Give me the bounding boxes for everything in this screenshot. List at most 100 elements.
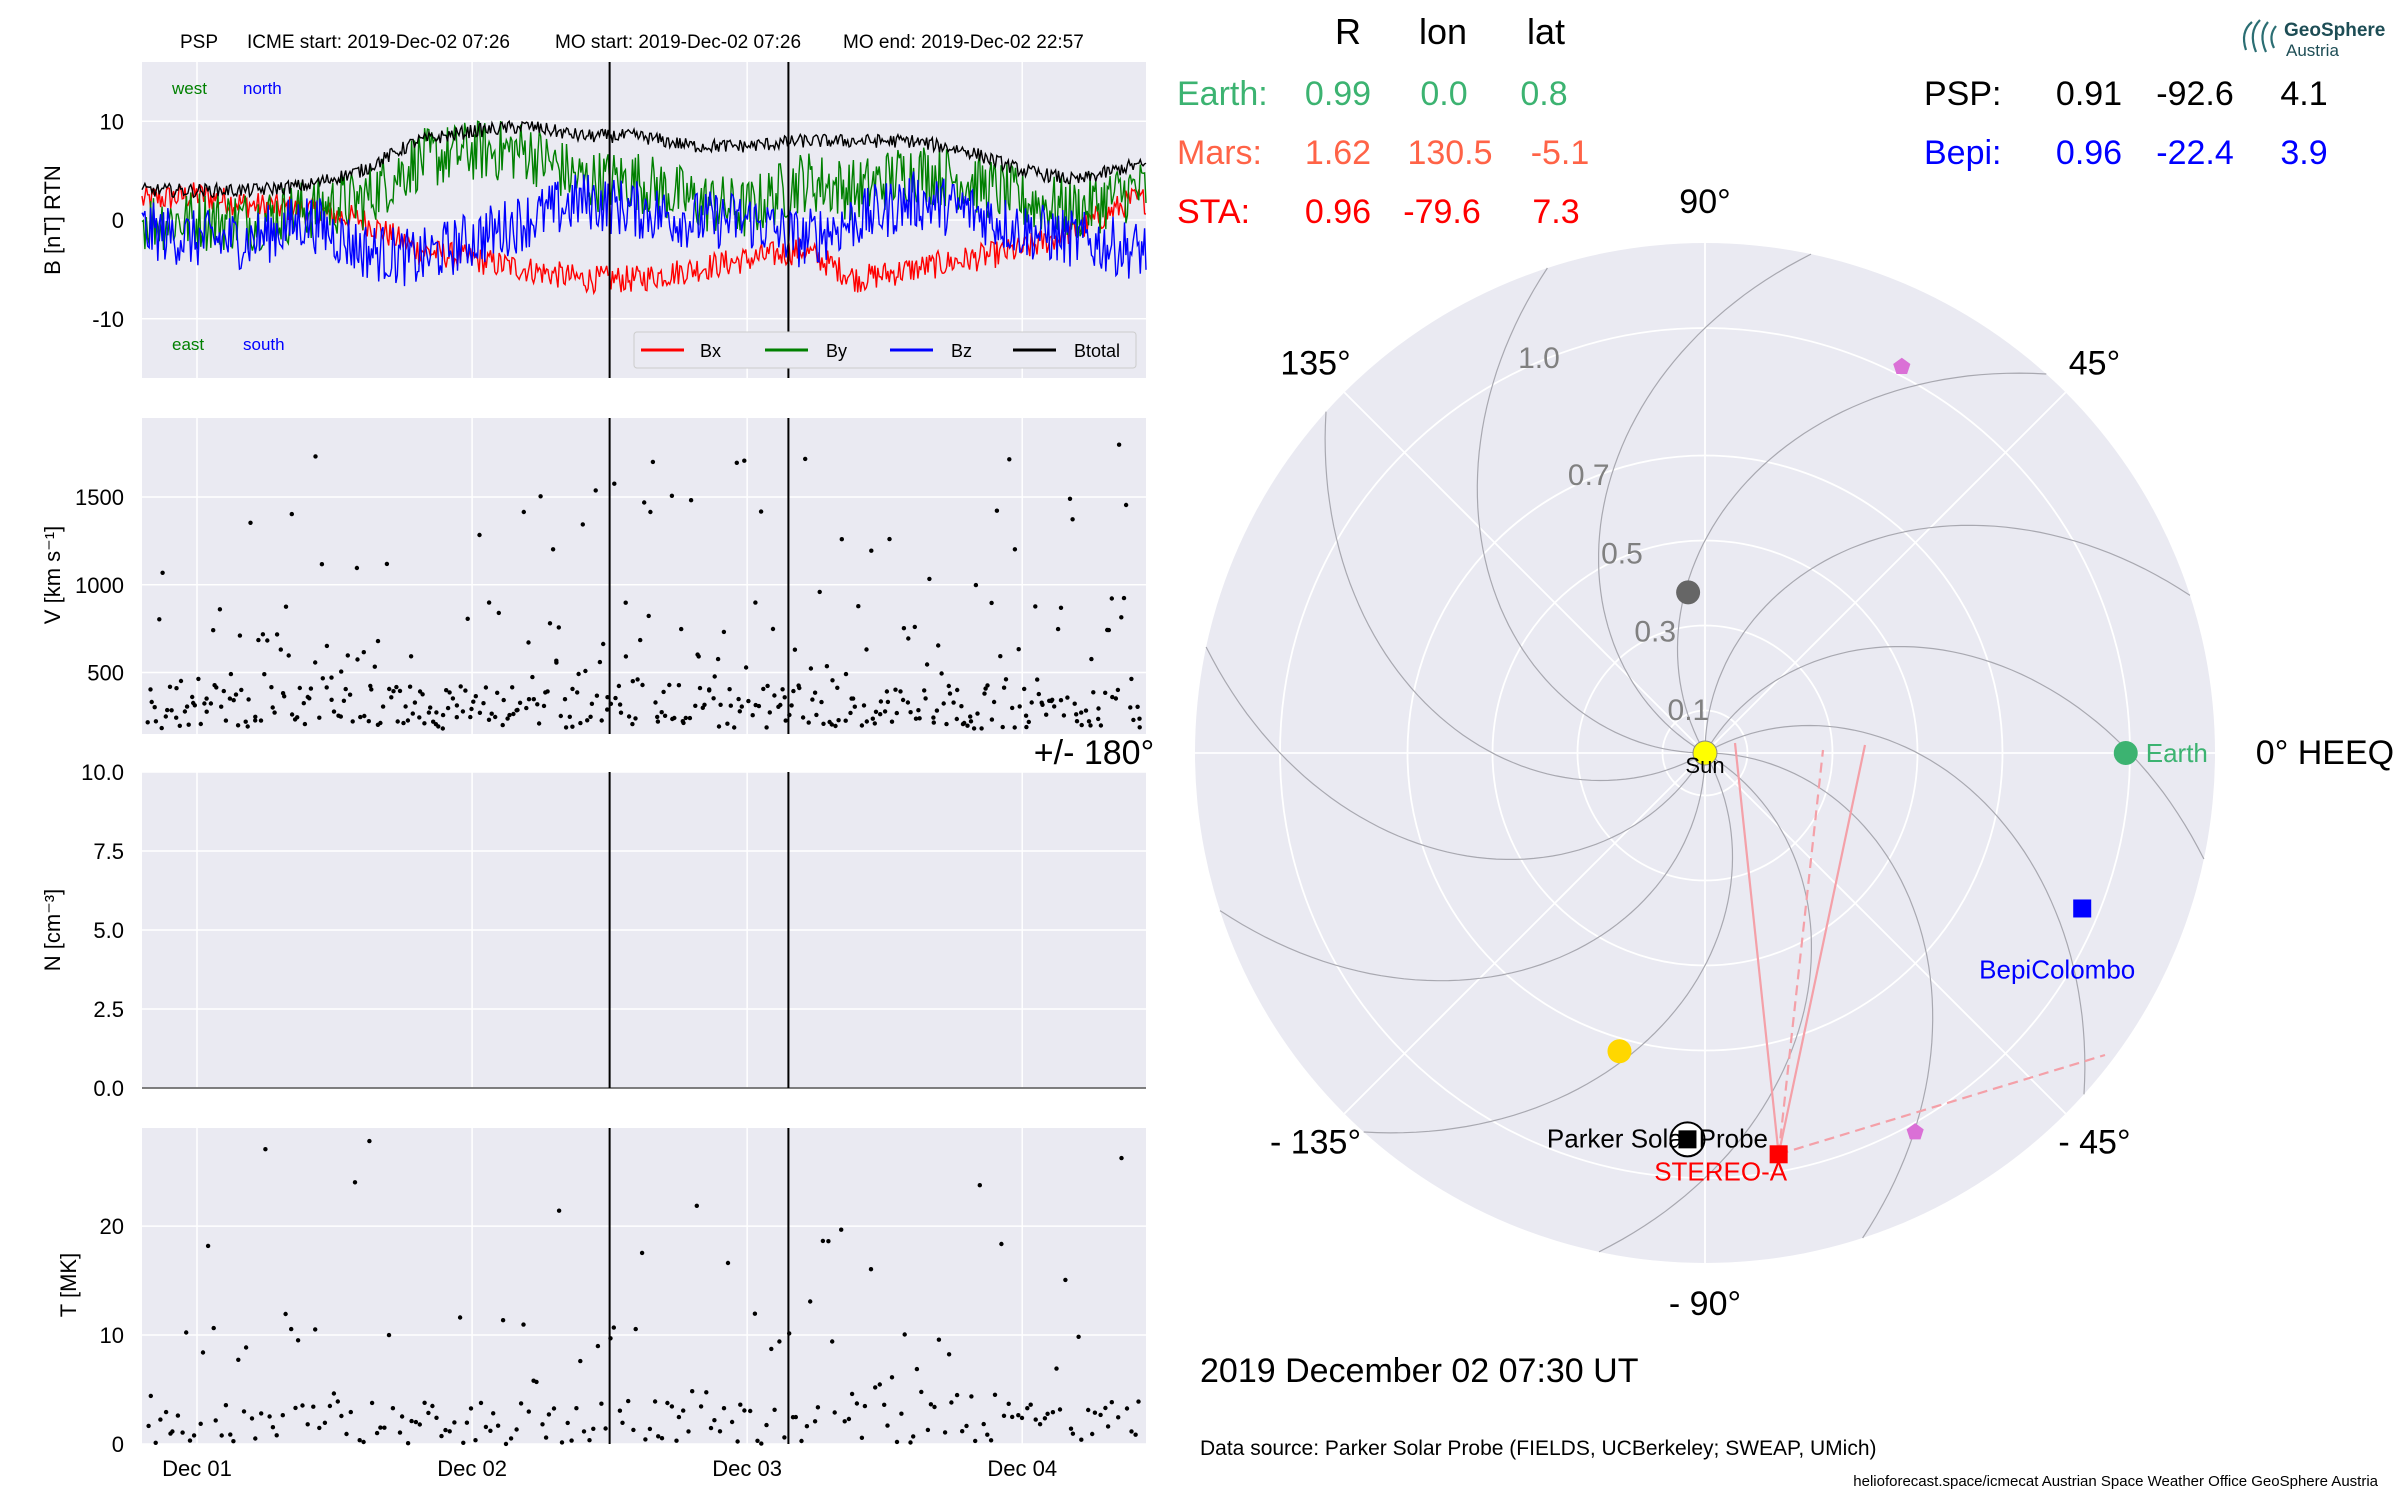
polar-marker-circle (1607, 1039, 1632, 1064)
temperature-point (764, 1422, 769, 1428)
speed-point (343, 686, 348, 692)
speed-point (780, 687, 785, 692)
speed-point (231, 698, 236, 703)
temperature-point (461, 1440, 466, 1446)
speed-point (1036, 691, 1042, 697)
speed-point (597, 659, 603, 665)
temperature-point (868, 1267, 874, 1272)
temperature-point (1098, 1412, 1103, 1418)
speed-point (1040, 702, 1045, 707)
speed-point (301, 701, 306, 706)
speed-point (767, 710, 772, 715)
speed-point (469, 706, 474, 712)
speed-point (746, 698, 751, 704)
speed-point (223, 718, 229, 723)
table-row-earth: Earth: 0.99 0.0 0.8 (1177, 75, 1568, 113)
speed-point (653, 700, 658, 705)
speed-point (676, 683, 682, 688)
temperature-point (681, 1408, 686, 1413)
speed-point (253, 714, 258, 719)
speed-point (772, 693, 777, 698)
temperature-point (559, 1440, 565, 1445)
x-tick-label: Dec 04 (987, 1456, 1057, 1481)
temperature-point (1045, 1411, 1050, 1417)
temperature-point (311, 1404, 316, 1409)
speed-point (471, 699, 476, 704)
speed-point (913, 716, 919, 721)
speed-point (204, 696, 209, 701)
temperature-point (457, 1315, 463, 1320)
temperature-point (439, 1433, 444, 1439)
polar-grid-spoke (1343, 391, 1706, 754)
speed-point (237, 633, 243, 638)
speed-point (971, 726, 977, 731)
temperature-point (1124, 1406, 1130, 1411)
speed-point (204, 709, 209, 714)
speed-point (1110, 694, 1115, 700)
speed-point (1052, 704, 1057, 709)
bepi-lat: 3.9 (2280, 134, 2327, 172)
temperature-point (742, 1408, 747, 1413)
speed-point (1016, 647, 1021, 652)
temperature-point (1109, 1400, 1115, 1405)
legend-label-bz: Bz (951, 341, 972, 361)
speed-point (1033, 604, 1038, 609)
speed-point (217, 607, 223, 612)
speed-point (477, 532, 482, 538)
speed-point (521, 509, 526, 515)
speed-point (575, 690, 580, 695)
temperature-point (422, 1400, 427, 1406)
polar-grid-spoke (1343, 752, 1706, 1115)
speed-point (728, 703, 733, 708)
speed-point (570, 724, 575, 729)
speed-point (428, 705, 433, 710)
speed-point (405, 718, 411, 723)
polar-marker-square (1678, 1130, 1697, 1149)
temperature-point (468, 1406, 474, 1411)
speed-point (578, 720, 583, 726)
temperature-point (631, 1427, 636, 1433)
speed-point (541, 703, 547, 709)
temperature-point (882, 1402, 887, 1408)
speed-point (1113, 696, 1119, 701)
y-tick-label: 2.5 (93, 997, 124, 1022)
speed-point (810, 697, 815, 702)
speed-point (324, 685, 329, 690)
speed-point (198, 721, 203, 727)
speed-point (308, 686, 314, 691)
temperature-point (946, 1352, 952, 1357)
sta-name: STA: (1177, 193, 1250, 231)
temperature-point (721, 1406, 727, 1411)
speed-point (737, 709, 742, 714)
temperature-point (434, 1415, 439, 1421)
speed-point (536, 721, 542, 726)
temperature-point (565, 1420, 570, 1426)
temperature-point (283, 1311, 288, 1317)
speed-point (732, 725, 737, 730)
temperature-point (540, 1422, 545, 1427)
speed-point (761, 686, 766, 692)
speed-point (727, 687, 732, 692)
speed-point (395, 719, 400, 724)
speed-point (567, 714, 572, 719)
speed-point (839, 537, 844, 542)
temperature-point (1050, 1410, 1056, 1415)
speed-point (585, 718, 590, 723)
temperature-point (518, 1401, 524, 1406)
temperature-point (578, 1358, 583, 1364)
temperature-point (977, 1183, 982, 1188)
speed-point (372, 664, 377, 669)
speed-point (931, 720, 936, 725)
sta-fov-line (1777, 744, 1867, 1155)
temperature-point (581, 1429, 587, 1434)
temperature-point (259, 1411, 264, 1416)
speed-point (789, 703, 794, 708)
polar-r-tick-label: 0.1 (1668, 694, 1710, 727)
position-table: R lon lat Earth: 0.99 0.0 0.8 Mars: 1.62… (1177, 11, 2328, 231)
speed-point (152, 705, 157, 710)
speed-point (1044, 712, 1049, 717)
speed-point (613, 695, 618, 701)
speed-point (662, 713, 668, 718)
speed-point (1123, 502, 1129, 508)
speed-point (683, 715, 688, 721)
